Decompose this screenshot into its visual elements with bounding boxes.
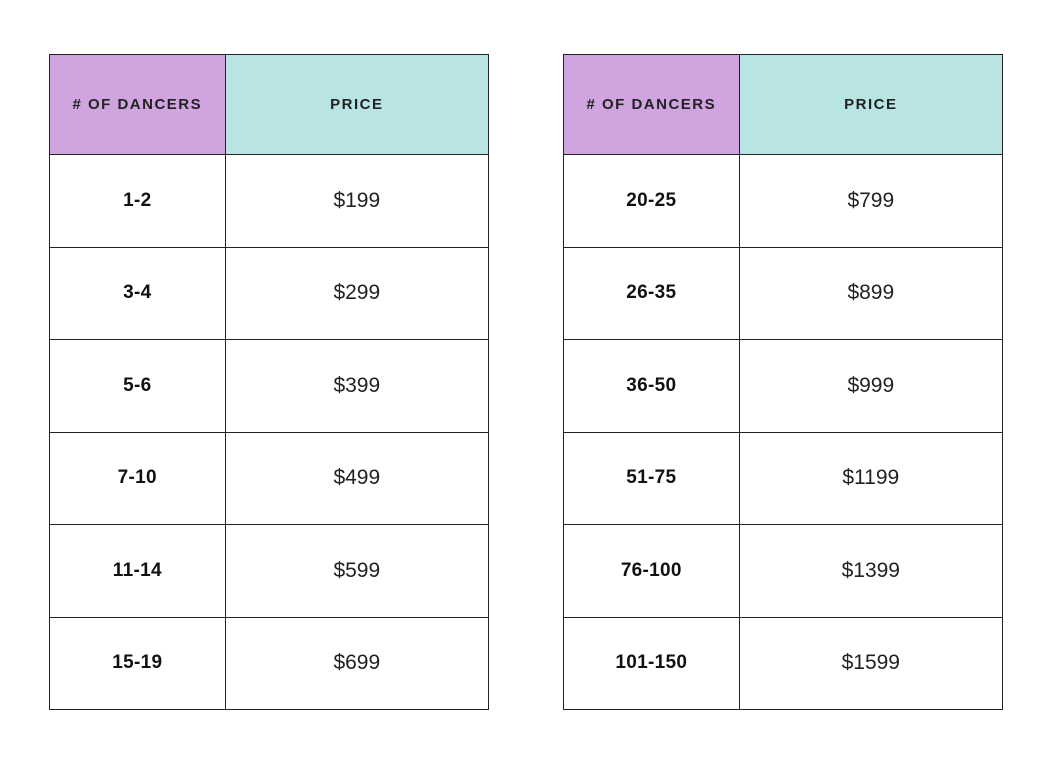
table-row: 26-35 $899 [564,247,1003,340]
dancer-range: 26-35 [564,247,740,340]
table-row: 7-10 $499 [50,432,489,525]
table-row: 1-2 $199 [50,155,489,248]
price-column-header: PRICE [739,55,1002,155]
price-value: $1199 [739,432,1002,525]
price-value: $199 [225,155,488,248]
price-value: $1399 [739,525,1002,618]
table-row: 11-14 $599 [50,525,489,618]
table-row: 76-100 $1399 [564,525,1003,618]
table-row: 5-6 $399 [50,340,489,433]
price-value: $599 [225,525,488,618]
dancer-range: 11-14 [50,525,226,618]
dancers-column-header: # OF DANCERS [50,55,226,155]
table-row: 101-150 $1599 [564,617,1003,710]
table-row: 51-75 $1199 [564,432,1003,525]
dancer-range: 76-100 [564,525,740,618]
pricing-table-left: # OF DANCERS PRICE 1-2 $199 3-4 $299 5-6… [49,54,489,710]
price-value: $1599 [739,617,1002,710]
price-value: $299 [225,247,488,340]
dancer-range: 5-6 [50,340,226,433]
table-header-row: # OF DANCERS PRICE [50,55,489,155]
dancers-column-header: # OF DANCERS [564,55,740,155]
price-value: $899 [739,247,1002,340]
price-column-header: PRICE [225,55,488,155]
dancer-range: 15-19 [50,617,226,710]
pricing-table-right: # OF DANCERS PRICE 20-25 $799 26-35 $899… [563,54,1003,710]
dancer-range: 7-10 [50,432,226,525]
dancer-range: 101-150 [564,617,740,710]
pricing-page: # OF DANCERS PRICE 1-2 $199 3-4 $299 5-6… [0,0,1052,764]
price-value: $699 [225,617,488,710]
table-row: 20-25 $799 [564,155,1003,248]
table-header-row: # OF DANCERS PRICE [564,55,1003,155]
price-value: $799 [739,155,1002,248]
price-value: $399 [225,340,488,433]
table-row: 3-4 $299 [50,247,489,340]
price-value: $499 [225,432,488,525]
table-row: 36-50 $999 [564,340,1003,433]
dancer-range: 51-75 [564,432,740,525]
dancer-range: 20-25 [564,155,740,248]
dancer-range: 1-2 [50,155,226,248]
dancer-range: 36-50 [564,340,740,433]
dancer-range: 3-4 [50,247,226,340]
table-row: 15-19 $699 [50,617,489,710]
price-value: $999 [739,340,1002,433]
